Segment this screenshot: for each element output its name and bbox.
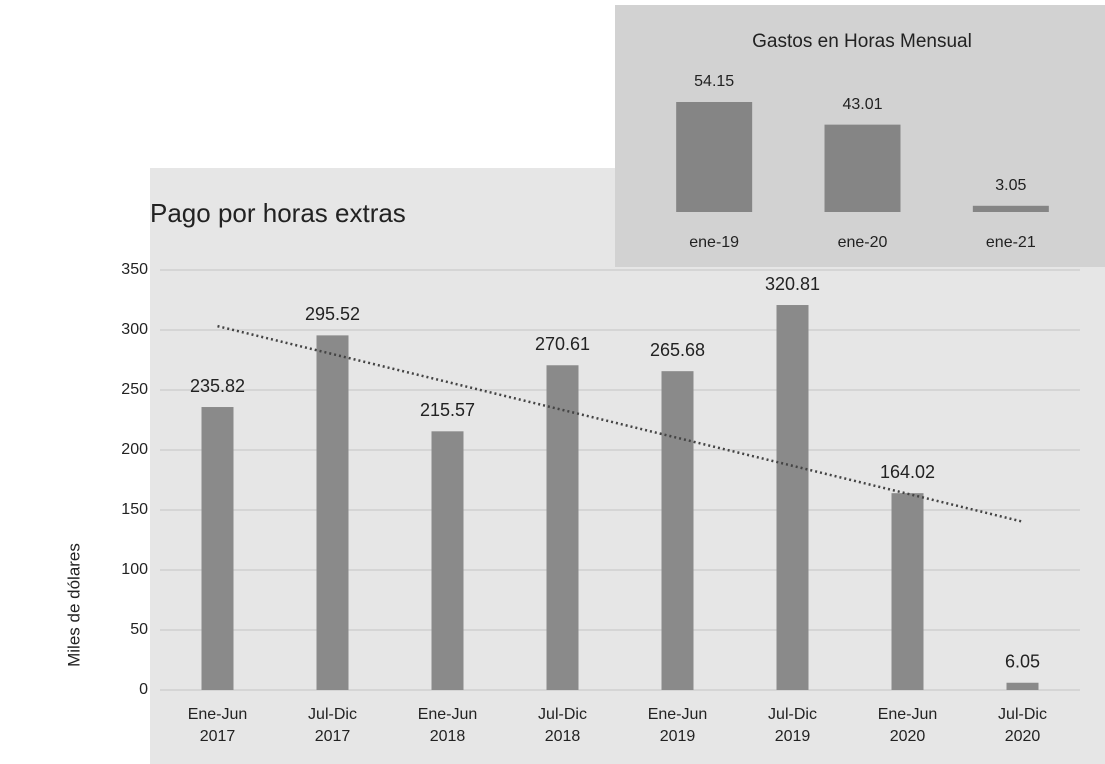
bar <box>661 371 694 690</box>
value-label: 215.57 <box>420 400 475 420</box>
bar <box>201 407 234 690</box>
bar <box>316 335 349 690</box>
value-label: 43.01 <box>842 96 882 113</box>
x-tick-label: Jul-Dic 2020 <box>998 706 1047 745</box>
x-tick-label: Jul-Dic 2018 <box>538 706 587 745</box>
bar <box>891 493 924 690</box>
value-label: 3.05 <box>995 177 1026 194</box>
x-tick-label: Ene-Jun 2019 <box>647 706 708 745</box>
x-tick-label: Ene-Jun 2020 <box>877 706 938 745</box>
value-label: 295.52 <box>305 304 360 324</box>
y-tick-label: 350 <box>121 261 148 278</box>
x-tick-label: Jul-Dic 2019 <box>768 706 817 745</box>
y-tick-label: 50 <box>130 621 148 638</box>
x-tick-label: ene-19 <box>689 234 739 251</box>
y-tick-label: 150 <box>121 501 148 518</box>
value-label: 54.15 <box>694 73 734 90</box>
x-tick-label: Ene-Jun 2018 <box>417 706 478 745</box>
bar <box>431 431 464 690</box>
value-label: 164.02 <box>880 462 935 482</box>
y-tick-label: 0 <box>139 681 148 698</box>
x-tick-label: ene-21 <box>986 234 1036 251</box>
value-label: 270.61 <box>535 334 590 354</box>
chart-title: Pago por horas extras <box>150 198 406 228</box>
y-tick-label: 250 <box>121 381 148 398</box>
main-background <box>150 168 1105 764</box>
bar <box>972 205 1049 212</box>
bar <box>776 305 809 690</box>
x-tick-label: Ene-Jun 2017 <box>187 706 248 745</box>
x-tick-label: Jul-Dic 2017 <box>308 706 357 745</box>
value-label: 6.05 <box>1005 651 1040 671</box>
inset-title: Gastos en Horas Mensual <box>752 31 972 52</box>
value-label: 265.68 <box>650 340 705 360</box>
y-tick-label: 300 <box>121 321 148 338</box>
y-axis-title: Miles de dólares <box>64 543 83 667</box>
bar <box>824 124 901 212</box>
trendline <box>217 324 1023 523</box>
y-tick-label: 100 <box>121 561 148 578</box>
bar <box>546 365 579 690</box>
bar <box>1006 682 1039 690</box>
value-label: 235.82 <box>190 376 245 396</box>
x-tick-label: ene-20 <box>838 234 888 251</box>
bar <box>676 102 753 212</box>
value-label: 320.81 <box>765 274 820 294</box>
y-tick-label: 200 <box>121 441 148 458</box>
